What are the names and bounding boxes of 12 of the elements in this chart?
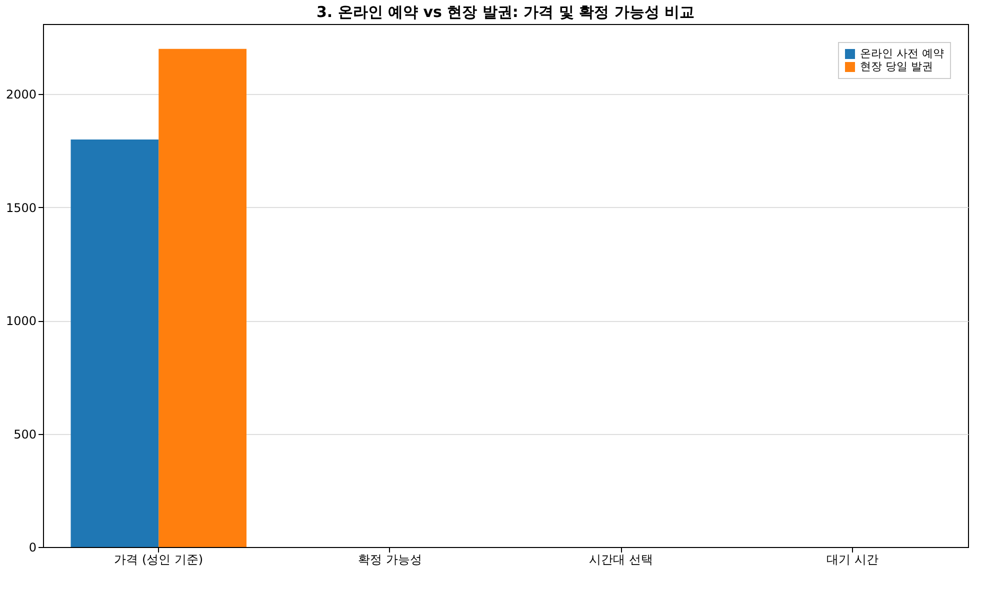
legend-label: 현장 당일 발권	[860, 60, 933, 73]
y-tick-label: 500	[14, 427, 36, 442]
legend-label: 온라인 사전 예약	[860, 47, 944, 60]
y-tick-label: 2000	[6, 88, 36, 102]
x-tick-label: 시간대 선택	[589, 552, 654, 566]
y-tick-label: 1500	[6, 200, 36, 215]
chart-title: 3. 온라인 예약 vs 현장 발권: 가격 및 확정 가능성 비교	[316, 3, 695, 21]
y-tick-label: 1000	[6, 314, 36, 328]
x-tick-label: 대기 시간	[826, 552, 878, 566]
x-tick-label: 가격 (성인 기준)	[114, 552, 204, 566]
y-tick-label: 0	[28, 540, 36, 554]
x-tick-label: 확정 가능성	[358, 552, 422, 566]
